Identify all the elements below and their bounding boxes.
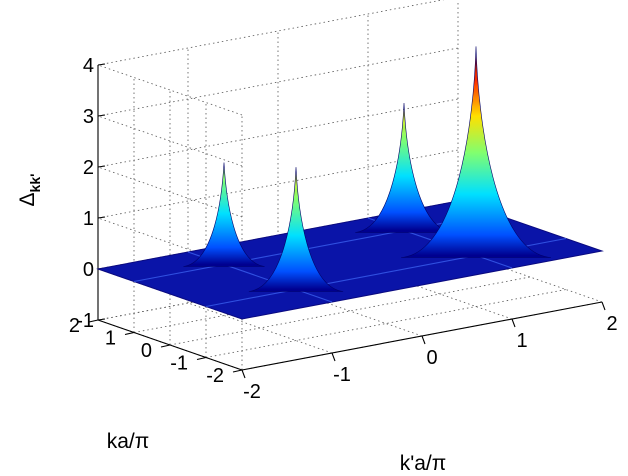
y-tick-mark <box>88 319 99 323</box>
x-tick-label: -1 <box>333 364 351 386</box>
x-axis-label: k'a/π <box>400 452 447 475</box>
x-tick-label: -2 <box>243 381 261 403</box>
x-tick-mark <box>511 318 516 328</box>
y-tick-mark <box>196 356 207 361</box>
x-tick-mark <box>601 301 606 311</box>
y-tick-label: 1 <box>105 328 116 350</box>
y-tick-mark <box>160 344 171 348</box>
y-tick-mark <box>124 331 135 336</box>
z-tick-mark <box>97 216 106 219</box>
grid-lines <box>97 0 603 371</box>
z-tick-label: 0 <box>83 259 94 281</box>
surface <box>96 46 604 320</box>
z-tick-mark <box>97 165 106 168</box>
x-tick-mark <box>241 369 246 379</box>
x-tick-label: 1 <box>516 330 527 352</box>
x-tick-mark <box>331 352 336 362</box>
labels: Δkk' k'a/π ka/π <box>16 174 446 475</box>
z-tick-label: -1 <box>76 310 94 332</box>
surface-peak <box>355 102 453 233</box>
z-tick-label: 4 <box>83 55 94 77</box>
y-tick-label: -1 <box>170 353 188 375</box>
grid-line <box>97 217 243 269</box>
grid-line <box>97 64 243 116</box>
y-tick-label: 2 <box>69 315 80 337</box>
z-tick-mark <box>97 114 106 117</box>
y-tick-label: 0 <box>141 340 152 362</box>
y-tick-mark <box>232 369 243 373</box>
z-tick-mark <box>97 63 106 66</box>
grid-line <box>187 302 333 354</box>
grid-line <box>97 115 243 167</box>
z-tick-label: 3 <box>83 106 94 128</box>
z-axis-label: Δkk' <box>16 174 43 207</box>
x-tick-label: 2 <box>606 313 617 335</box>
z-tick-label: 1 <box>83 208 94 230</box>
surface-base <box>96 200 604 320</box>
y-tick-label: -2 <box>206 365 224 387</box>
z-tick-label: 2 <box>83 157 94 179</box>
surface-peak <box>183 162 265 267</box>
x-tick-label: 0 <box>426 347 437 369</box>
z-tick-mark <box>97 318 106 321</box>
grid-line <box>97 166 243 218</box>
surface-peak <box>248 167 344 292</box>
y-axis-label: ka/π <box>107 430 150 453</box>
x-tick-mark <box>421 335 426 345</box>
